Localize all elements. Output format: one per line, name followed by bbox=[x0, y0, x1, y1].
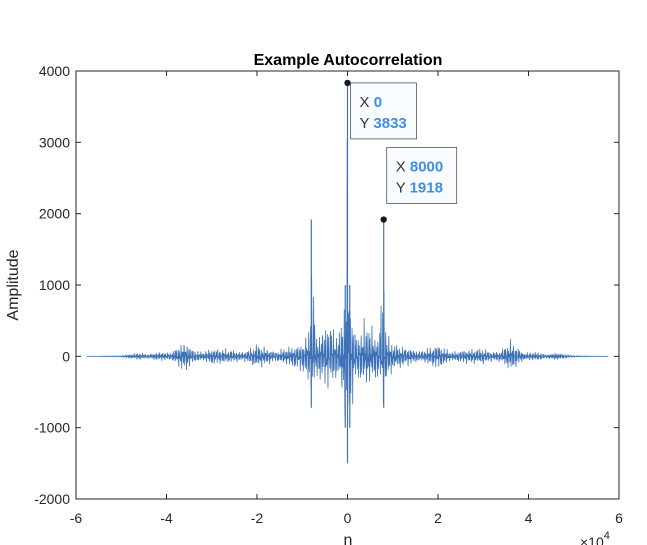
y-tick-label: -1000 bbox=[34, 420, 70, 436]
x-tick-label: -2 bbox=[251, 510, 264, 526]
datatip[interactable]: X 8000 Y 1918 bbox=[380, 147, 458, 223]
y-tick-label: 1000 bbox=[39, 277, 70, 293]
datatip-marker bbox=[380, 216, 387, 223]
x-tick-label: 6 bbox=[615, 510, 623, 526]
x-tick-label: 4 bbox=[525, 510, 533, 526]
x-tick-label: 0 bbox=[344, 510, 352, 526]
x-tick-label: 2 bbox=[434, 510, 442, 526]
x-axis-exponent: ×104 bbox=[580, 530, 610, 545]
y-tick-label: -2000 bbox=[34, 491, 70, 507]
x-tick-label: -6 bbox=[70, 510, 83, 526]
datatip-box bbox=[386, 147, 458, 204]
y-tick-label: 2000 bbox=[39, 206, 70, 222]
x-tick-label: -4 bbox=[160, 510, 173, 526]
y-tick-label: 0 bbox=[62, 348, 70, 364]
chart-title: Example Autocorrelation bbox=[254, 52, 443, 69]
datatip-y-row: Y 1918 bbox=[396, 180, 443, 197]
y-tick-label: 3000 bbox=[39, 134, 70, 150]
datatip-x-row: X 0 bbox=[360, 94, 383, 111]
y-axis-label: Amplitude bbox=[5, 249, 22, 320]
x-axis-label: n bbox=[344, 532, 353, 545]
datatip-y-row: Y 3833 bbox=[360, 115, 407, 132]
datatip-box bbox=[350, 82, 417, 140]
datatip-marker bbox=[344, 79, 351, 87]
y-tick-label: 4000 bbox=[39, 63, 70, 79]
datatip[interactable]: X 0 Y 3833 bbox=[344, 79, 417, 140]
datatip-x-row: X 8000 bbox=[396, 159, 444, 176]
